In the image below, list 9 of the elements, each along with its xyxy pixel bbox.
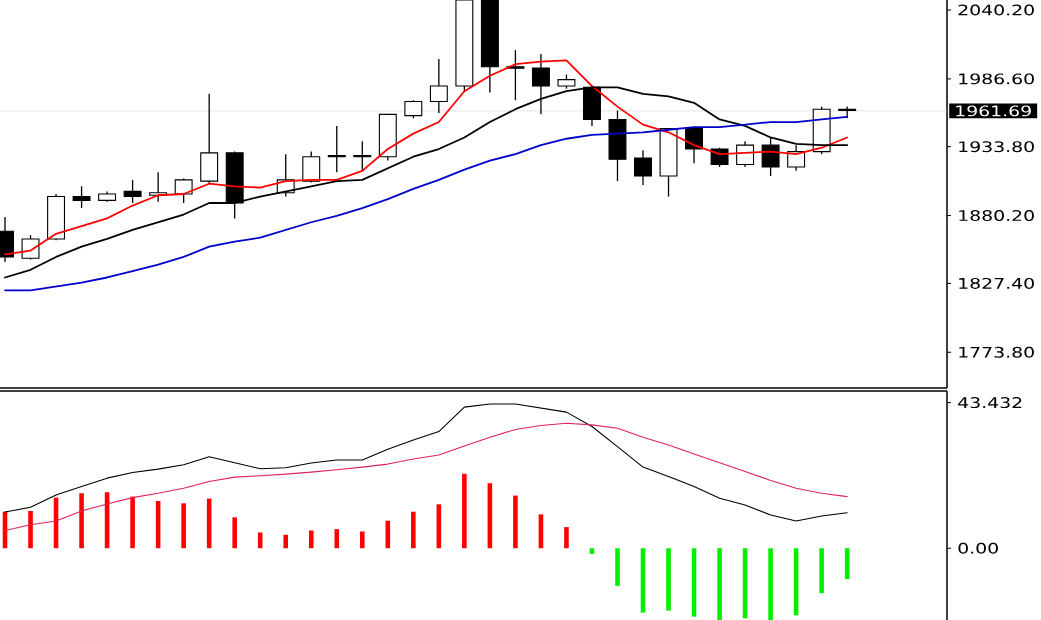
y-tick-label: 1827.40 [959,277,1034,289]
y-tick-label: 1986.60 [959,73,1034,85]
y-tick-label: 1933.80 [959,141,1034,153]
y-tick-label: 2040.20 [958,4,1034,16]
y-tick-label: 1773.80 [959,346,1034,358]
ref-line-label: 1961.69 [956,105,1031,117]
y-tick-label: 43.432 [958,397,1022,409]
y-tick-label: 0.00 [958,542,998,554]
y-tick-label: 1880.20 [959,210,1034,222]
